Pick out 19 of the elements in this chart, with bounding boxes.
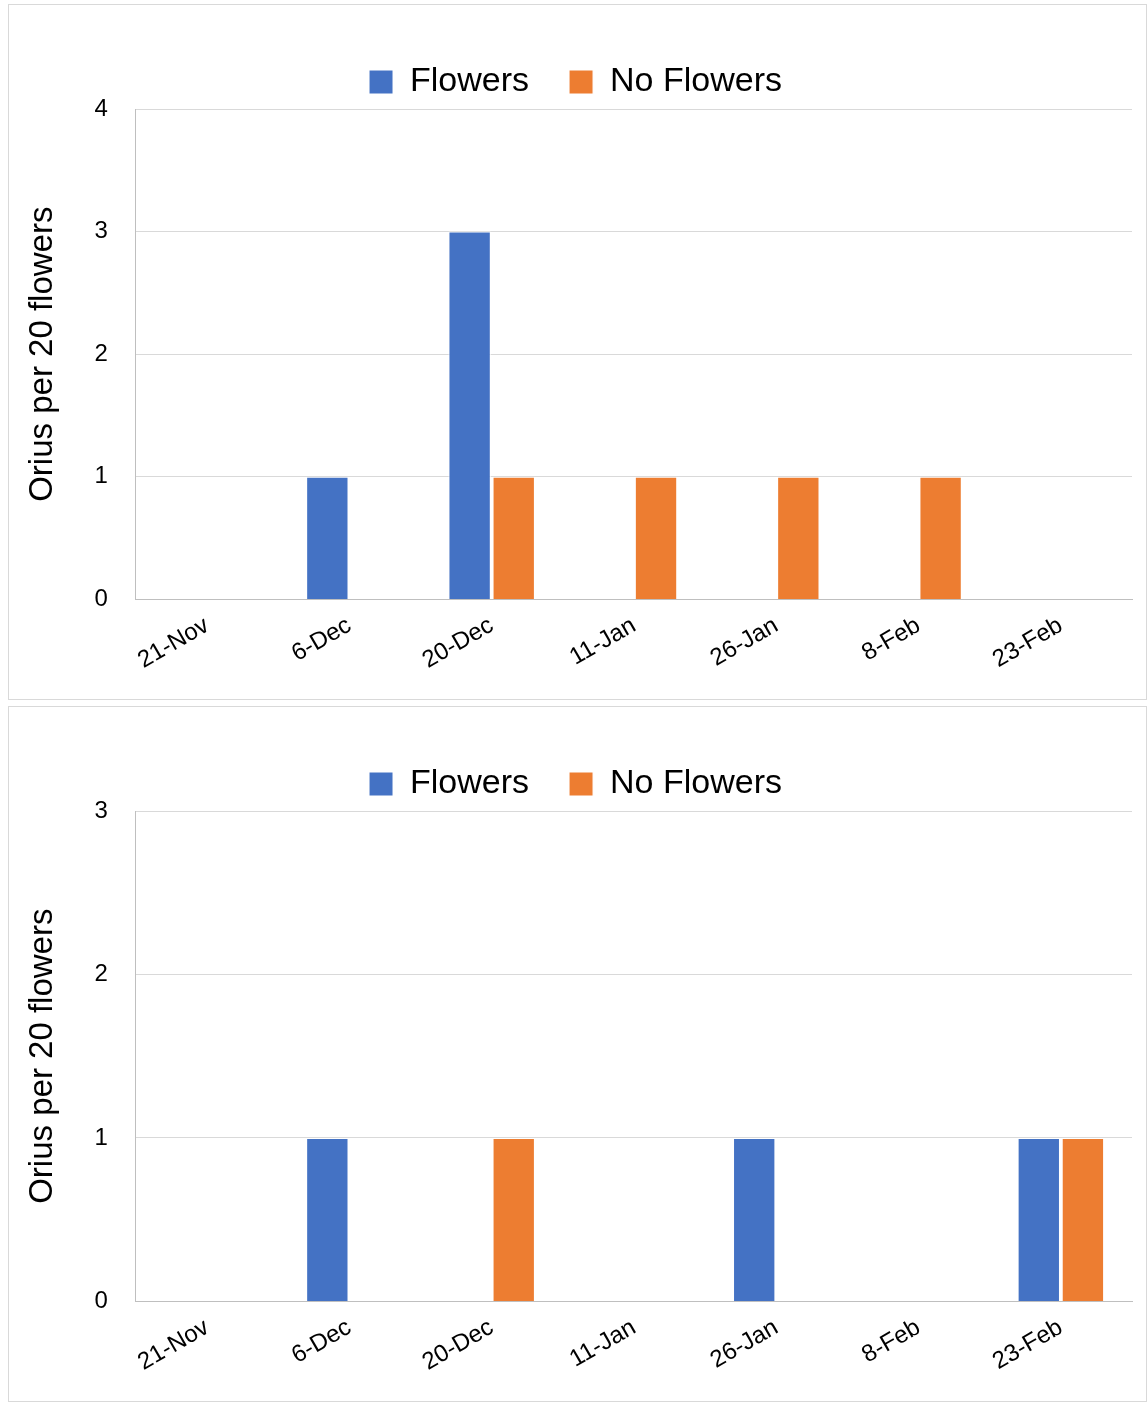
legend-label: Flowers xyxy=(410,762,530,801)
y-tick-label: 0 xyxy=(94,584,108,611)
x-tick-label: 8-Feb xyxy=(856,610,925,666)
legend-label: No Flowers xyxy=(610,762,782,801)
y-tick-label: 2 xyxy=(94,959,108,987)
x-tick-label: 6-Dec xyxy=(286,610,356,666)
y-tick-label: 3 xyxy=(94,795,108,823)
legend-label: No Flowers xyxy=(610,60,782,99)
y-axis-title: Orius per 20 flowers xyxy=(21,908,59,1204)
y-tick-label: 0 xyxy=(94,1286,108,1313)
y-tick-label: 4 xyxy=(94,93,108,121)
y-tick-label: 2 xyxy=(94,338,108,366)
y-tick-label: 1 xyxy=(94,461,108,489)
y-axis-title: Orius per 20 flowers xyxy=(21,206,59,502)
y-tick-label: 1 xyxy=(94,1122,108,1150)
legend-label: Flowers xyxy=(410,60,530,99)
y-tick-label: 3 xyxy=(94,216,108,244)
x-tick-label: 6-Dec xyxy=(286,1312,356,1368)
x-tick-label: 8-Feb xyxy=(856,1312,925,1368)
